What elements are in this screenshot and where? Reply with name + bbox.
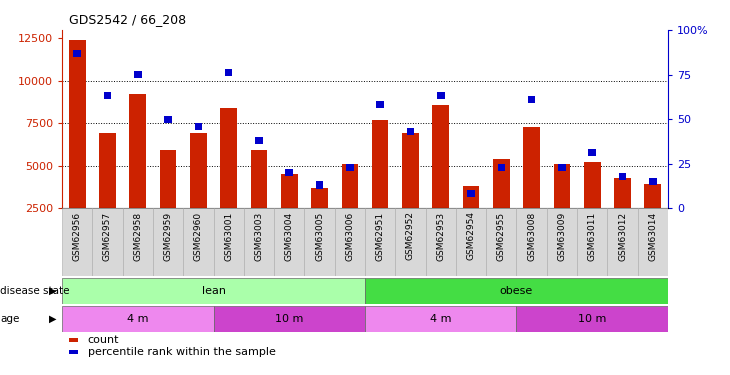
Bar xyxy=(153,208,183,276)
Bar xyxy=(129,94,146,208)
Bar xyxy=(426,208,456,276)
Bar xyxy=(190,134,207,208)
Bar xyxy=(69,40,85,208)
Text: ▶: ▶ xyxy=(50,314,57,324)
Text: GSM62953: GSM62953 xyxy=(437,211,445,261)
Bar xyxy=(377,101,384,108)
Text: GSM63009: GSM63009 xyxy=(558,211,566,261)
Text: GSM62957: GSM62957 xyxy=(103,211,112,261)
Text: GSM62956: GSM62956 xyxy=(73,211,82,261)
Bar xyxy=(93,208,123,276)
Bar xyxy=(160,150,177,208)
Bar xyxy=(498,164,505,171)
Bar xyxy=(523,127,540,208)
Text: GSM62952: GSM62952 xyxy=(406,211,415,261)
Bar xyxy=(99,134,116,208)
Bar xyxy=(104,92,111,99)
Text: GSM62954: GSM62954 xyxy=(466,211,475,261)
Text: percentile rank within the sample: percentile rank within the sample xyxy=(88,347,275,357)
Bar xyxy=(645,184,661,208)
Bar xyxy=(342,164,358,208)
Text: GSM62958: GSM62958 xyxy=(134,211,142,261)
Bar xyxy=(553,164,570,208)
Bar xyxy=(62,306,214,332)
Text: lean: lean xyxy=(201,286,226,296)
Bar xyxy=(467,190,474,197)
Text: count: count xyxy=(88,335,119,345)
Text: ▶: ▶ xyxy=(50,286,57,296)
Bar xyxy=(493,159,510,208)
Bar xyxy=(220,108,237,208)
Text: GSM63012: GSM63012 xyxy=(618,211,627,261)
Bar xyxy=(255,137,263,144)
Bar xyxy=(274,208,304,276)
Bar xyxy=(195,123,202,130)
Bar xyxy=(456,208,486,276)
Bar xyxy=(214,306,365,332)
Text: 4 m: 4 m xyxy=(430,314,451,324)
Text: GSM63001: GSM63001 xyxy=(224,211,233,261)
Bar xyxy=(437,92,445,99)
Text: GSM62959: GSM62959 xyxy=(164,211,172,261)
Bar xyxy=(547,208,577,276)
Text: GSM63003: GSM63003 xyxy=(255,211,264,261)
Bar xyxy=(365,306,517,332)
Text: GSM63008: GSM63008 xyxy=(527,211,536,261)
Text: 4 m: 4 m xyxy=(127,314,148,324)
Text: GSM62951: GSM62951 xyxy=(376,211,385,261)
Bar xyxy=(396,208,426,276)
Bar xyxy=(558,164,566,171)
Bar xyxy=(584,162,601,208)
Bar xyxy=(365,278,668,304)
Text: GSM63005: GSM63005 xyxy=(315,211,324,261)
Text: 10 m: 10 m xyxy=(578,314,607,324)
Bar xyxy=(517,208,547,276)
Bar xyxy=(285,169,293,176)
Bar xyxy=(638,208,668,276)
Bar xyxy=(607,208,638,276)
Bar xyxy=(123,208,153,276)
Text: GSM62955: GSM62955 xyxy=(497,211,506,261)
Bar xyxy=(311,188,328,208)
Bar xyxy=(614,178,631,208)
Text: age: age xyxy=(0,314,20,324)
Bar xyxy=(346,164,353,171)
Bar xyxy=(372,120,388,208)
Bar xyxy=(335,208,365,276)
Bar xyxy=(134,71,142,78)
Text: GSM63011: GSM63011 xyxy=(588,211,596,261)
Text: GSM63004: GSM63004 xyxy=(285,211,293,261)
Text: GDS2542 / 66_208: GDS2542 / 66_208 xyxy=(69,13,186,26)
Bar xyxy=(619,172,626,180)
Text: GSM63014: GSM63014 xyxy=(648,211,657,261)
Text: 10 m: 10 m xyxy=(275,314,304,324)
Bar xyxy=(577,208,607,276)
Bar xyxy=(517,306,668,332)
Text: obese: obese xyxy=(500,286,533,296)
Bar xyxy=(62,278,365,304)
Bar xyxy=(407,128,414,135)
Bar xyxy=(244,208,274,276)
Bar xyxy=(402,134,419,208)
Bar xyxy=(463,186,480,208)
Bar xyxy=(432,105,449,208)
Bar xyxy=(316,182,323,189)
Text: GSM62960: GSM62960 xyxy=(194,211,203,261)
Bar xyxy=(281,174,298,208)
Bar xyxy=(74,50,81,57)
Bar xyxy=(62,208,93,276)
Bar xyxy=(225,69,232,76)
Bar xyxy=(164,116,172,123)
Bar xyxy=(365,208,396,276)
Bar xyxy=(528,96,535,103)
Bar xyxy=(214,208,244,276)
Bar xyxy=(183,208,214,276)
Bar xyxy=(649,178,656,185)
Text: disease state: disease state xyxy=(0,286,69,296)
Bar xyxy=(486,208,517,276)
Bar xyxy=(304,208,335,276)
Text: GSM63006: GSM63006 xyxy=(345,211,354,261)
Bar xyxy=(588,149,596,156)
Bar xyxy=(250,150,267,208)
